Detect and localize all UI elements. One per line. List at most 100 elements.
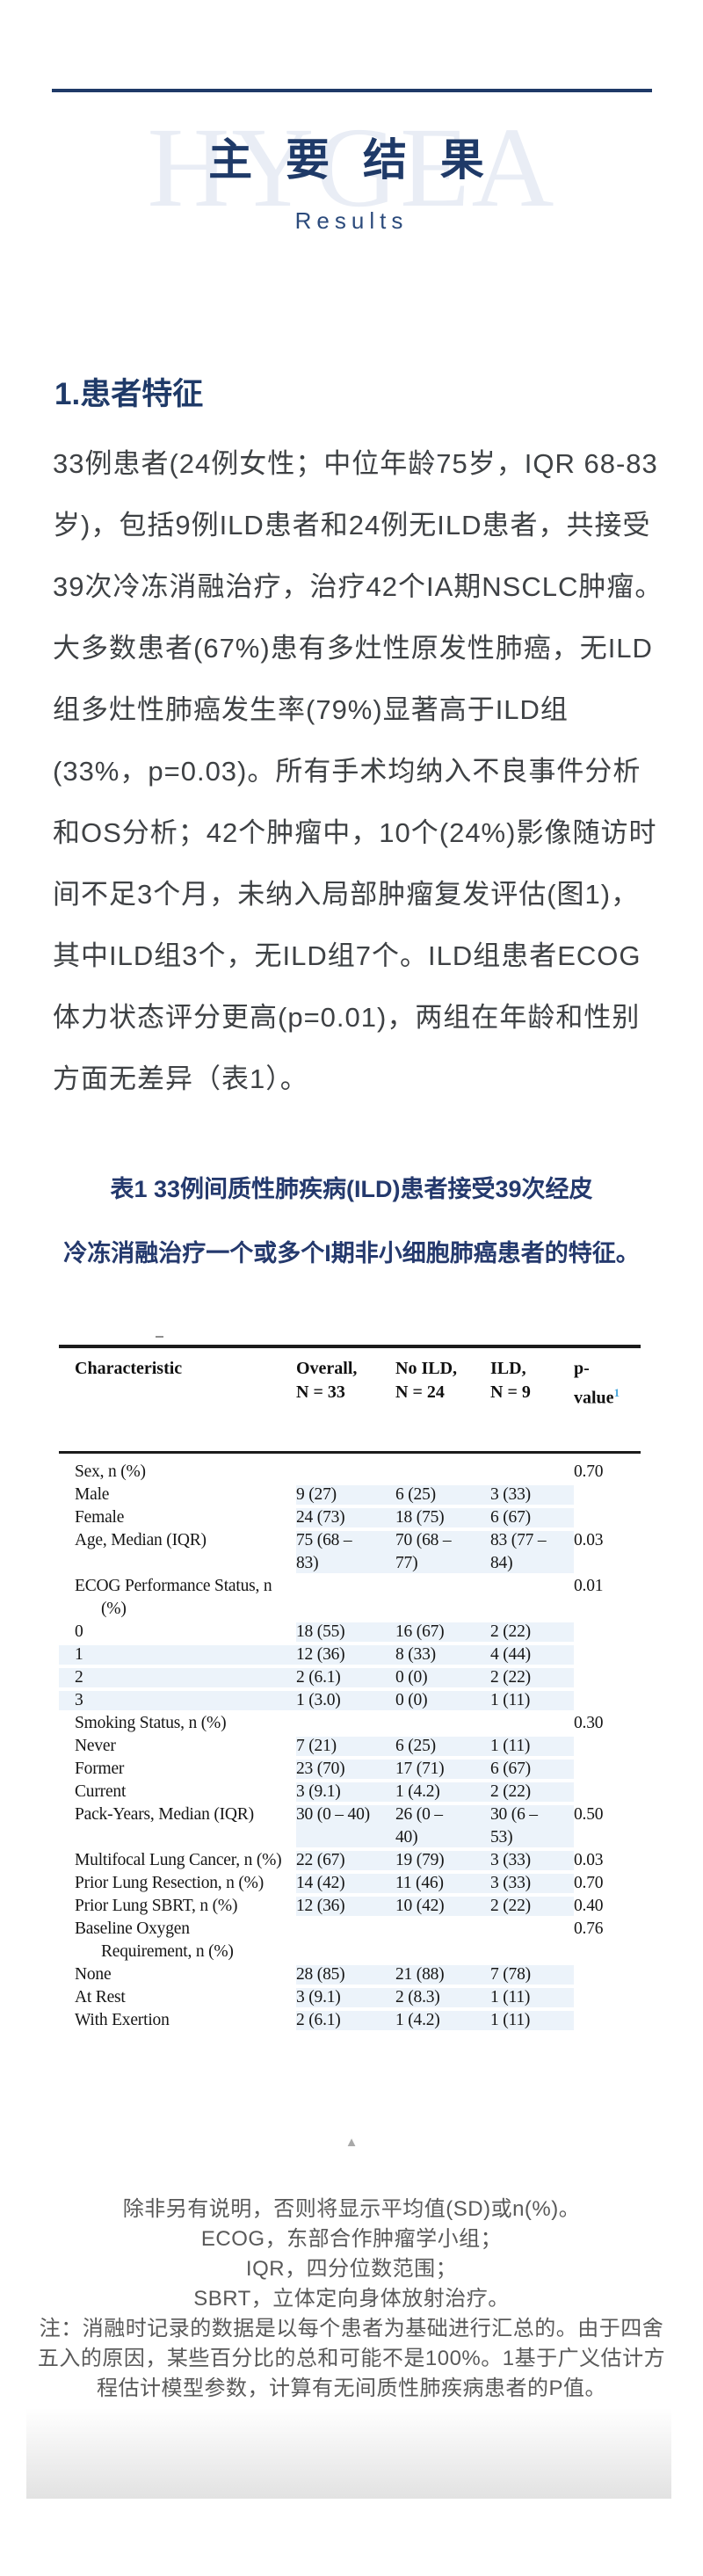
collapse-triangle-icon[interactable]: ▲ xyxy=(344,2135,359,2150)
cell-no_ild: 11 (46) xyxy=(395,1872,490,1895)
table-body: Sex, n (%) 0.70 Male 9 (27) 6 (25) 3 (33) Fema… xyxy=(59,1454,641,2032)
cell-label: Sex, n (%) xyxy=(75,1462,146,1481)
footnote-superscript: 1 xyxy=(613,1386,620,1399)
cell-label: Prior Lung SBRT, n (%) xyxy=(75,1897,238,1915)
column-header-ild: ILD, N = 9 xyxy=(490,1359,531,1402)
cell-ild: 30 (6 – 53) xyxy=(490,1803,574,1849)
footnote-line: 注：消融时记录的数据是以每个患者为基础进行汇总的。由于四舍 xyxy=(39,2317,664,2340)
cell-overall: 14 (42) xyxy=(296,1872,395,1895)
cell-p xyxy=(574,1506,641,1529)
cell-ild: 4 (44) xyxy=(490,1644,574,1666)
paragraph-line: 39次冷冻消融治疗，治疗42个IA期NSCLC肿瘤。 xyxy=(53,571,663,602)
cell-ild: 2 (22) xyxy=(490,1621,574,1644)
cell-overall xyxy=(296,1918,395,1963)
cell-no_ild: 6 (25) xyxy=(395,1735,490,1758)
cell-no_ild: 21 (88) xyxy=(395,1963,490,1986)
body-paragraph: 33例患者(24例女性；中位年龄75岁，IQR 68-83 岁)，包括9例ILD… xyxy=(53,433,663,1110)
cell-overall: 75 (68 – 83) xyxy=(296,1529,395,1575)
cell-p: 0.01 xyxy=(574,1577,604,1595)
table-caption-line: 表1 33例间质性肺疾病(ILD)患者接受39次经皮 xyxy=(110,1176,593,1202)
page-subtitle: Results xyxy=(294,207,409,234)
cell-ild: 83 (77 – 84) xyxy=(490,1529,574,1575)
cell-label: Female xyxy=(75,1508,125,1527)
cell-ild: 2 (22) xyxy=(490,1781,574,1803)
cell-p xyxy=(574,1689,641,1712)
cell-p: 0.70 xyxy=(574,1462,604,1481)
table-row: 1 12 (36) 8 (33) 4 (44) xyxy=(59,1644,641,1666)
table-row: Sex, n (%) 0.70 xyxy=(59,1461,641,1484)
paragraph-line: 岁)，包括9例ILD患者和24例无ILD患者，共接受 xyxy=(53,510,651,541)
footnote-line: 五入的原因，某些百分比的总和可能不是100%。1基于广义估计方 xyxy=(37,2347,666,2370)
cell-no_ild: 8 (33) xyxy=(395,1644,490,1666)
cell-p xyxy=(574,1781,641,1803)
cell-no_ild: 19 (79) xyxy=(395,1849,490,1872)
cell-ild: 1 (11) xyxy=(490,1986,574,2009)
cell-label: Never xyxy=(75,1737,116,1755)
cell-overall: 2 (6.1) xyxy=(296,1666,395,1689)
cell-p: 0.76 xyxy=(574,1919,604,1938)
footnote-line: ECOG，东部合作肿瘤学小组； xyxy=(200,2227,503,2251)
cell-p xyxy=(574,1621,641,1644)
cell-no_ild xyxy=(395,1712,490,1735)
cell-label: 2 xyxy=(59,1666,296,1689)
cell-overall: 28 (85) xyxy=(296,1963,395,1986)
page-title: 主 要 结 果 xyxy=(208,135,495,185)
cell-p xyxy=(574,1644,641,1666)
table-row: None 28 (85) 21 (88) 7 (78) xyxy=(59,1963,641,1986)
characteristics-table: Characteristic Overall, N = 33 No ILD, N… xyxy=(59,1345,641,2032)
cell-label: ECOG Performance Status, n (%) xyxy=(75,1577,272,1618)
table-caption: 表1 33例间质性肺疾病(ILD)患者接受39次经皮 冷冻消融治疗一个或多个I期… xyxy=(0,1157,703,1286)
cell-p xyxy=(574,1963,641,1986)
cell-ild: 1 (11) xyxy=(490,2009,574,2032)
cell-p xyxy=(574,1484,641,1506)
table-header-row: Characteristic Overall, N = 33 No ILD, N… xyxy=(59,1348,641,1451)
cell-ild xyxy=(490,1575,574,1621)
table-row: Never 7 (21) 6 (25) 1 (11) xyxy=(59,1735,641,1758)
cell-overall xyxy=(296,1461,395,1484)
cell-overall: 30 (0 – 40) xyxy=(296,1803,395,1849)
table-row: Age, Median (IQR) 75 (68 – 83) 70 (68 – 77… xyxy=(59,1529,641,1575)
cell-label: Age, Median (IQR) xyxy=(75,1531,207,1549)
cell-p xyxy=(574,1986,641,2009)
cell-ild: 2 (22) xyxy=(490,1666,574,1689)
footnote-line: 程估计模型参数，计算有无间质性肺疾病患者的P值。 xyxy=(96,2376,606,2400)
cell-overall: 3 (9.1) xyxy=(296,1781,395,1803)
table-row: Pack-Years, Median (IQR) 30 (0 – 40) 26 (0… xyxy=(59,1803,641,1849)
cell-ild: 2 (22) xyxy=(490,1895,574,1918)
cell-overall: 9 (27) xyxy=(296,1484,395,1506)
table-row: ECOG Performance Status, n (%) 0.01 xyxy=(59,1575,641,1621)
table-row: At Rest 3 (9.1) 2 (8.3) 1 (11) xyxy=(59,1986,641,2009)
table-top-rule xyxy=(59,1345,641,1348)
cell-label: Pack-Years, Median (IQR) xyxy=(75,1805,254,1824)
table-caption-line: 冷冻消融治疗一个或多个I期非小细胞肺癌患者的特征。 xyxy=(63,1240,640,1266)
cell-overall: 24 (73) xyxy=(296,1506,395,1529)
cell-ild: 3 (33) xyxy=(490,1872,574,1895)
cell-overall: 2 (6.1) xyxy=(296,2009,395,2032)
cell-label: Male xyxy=(75,1485,110,1504)
cell-no_ild: 70 (68 – 77) xyxy=(395,1529,490,1575)
table-row: Male 9 (27) 6 (25) 3 (33) xyxy=(59,1484,641,1506)
column-header-p-value: p- value1 xyxy=(574,1359,620,1408)
cell-ild: 3 (33) xyxy=(490,1849,574,1872)
cell-p: 0.40 xyxy=(574,1897,604,1915)
top-divider-rule xyxy=(52,89,652,92)
cell-p xyxy=(574,1735,641,1758)
hygea-watermark: HYGEA xyxy=(147,105,556,231)
cell-no_ild: 26 (0 – 40) xyxy=(395,1803,490,1849)
cell-no_ild: 0 (0) xyxy=(395,1666,490,1689)
bottom-fade-band xyxy=(26,2408,671,2499)
cell-no_ild: 17 (71) xyxy=(395,1758,490,1781)
cell-ild xyxy=(490,1918,574,1963)
cell-ild xyxy=(490,1712,574,1735)
cell-no_ild: 10 (42) xyxy=(395,1895,490,1918)
paragraph-line: (33%，p=0.03)。所有手术均纳入不良事件分析 xyxy=(53,756,641,787)
cell-no_ild: 1 (4.2) xyxy=(395,2009,490,2032)
cell-overall: 12 (36) xyxy=(296,1644,395,1666)
paragraph-line: 大多数患者(67%)患有多灶性原发性肺癌，无ILD xyxy=(53,633,653,664)
cell-overall xyxy=(296,1575,395,1621)
cell-no_ild xyxy=(395,1918,490,1963)
cell-p: 0.30 xyxy=(574,1714,604,1732)
cell-no_ild xyxy=(395,1575,490,1621)
cell-overall: 22 (67) xyxy=(296,1849,395,1872)
cell-no_ild: 2 (8.3) xyxy=(395,1986,490,2009)
